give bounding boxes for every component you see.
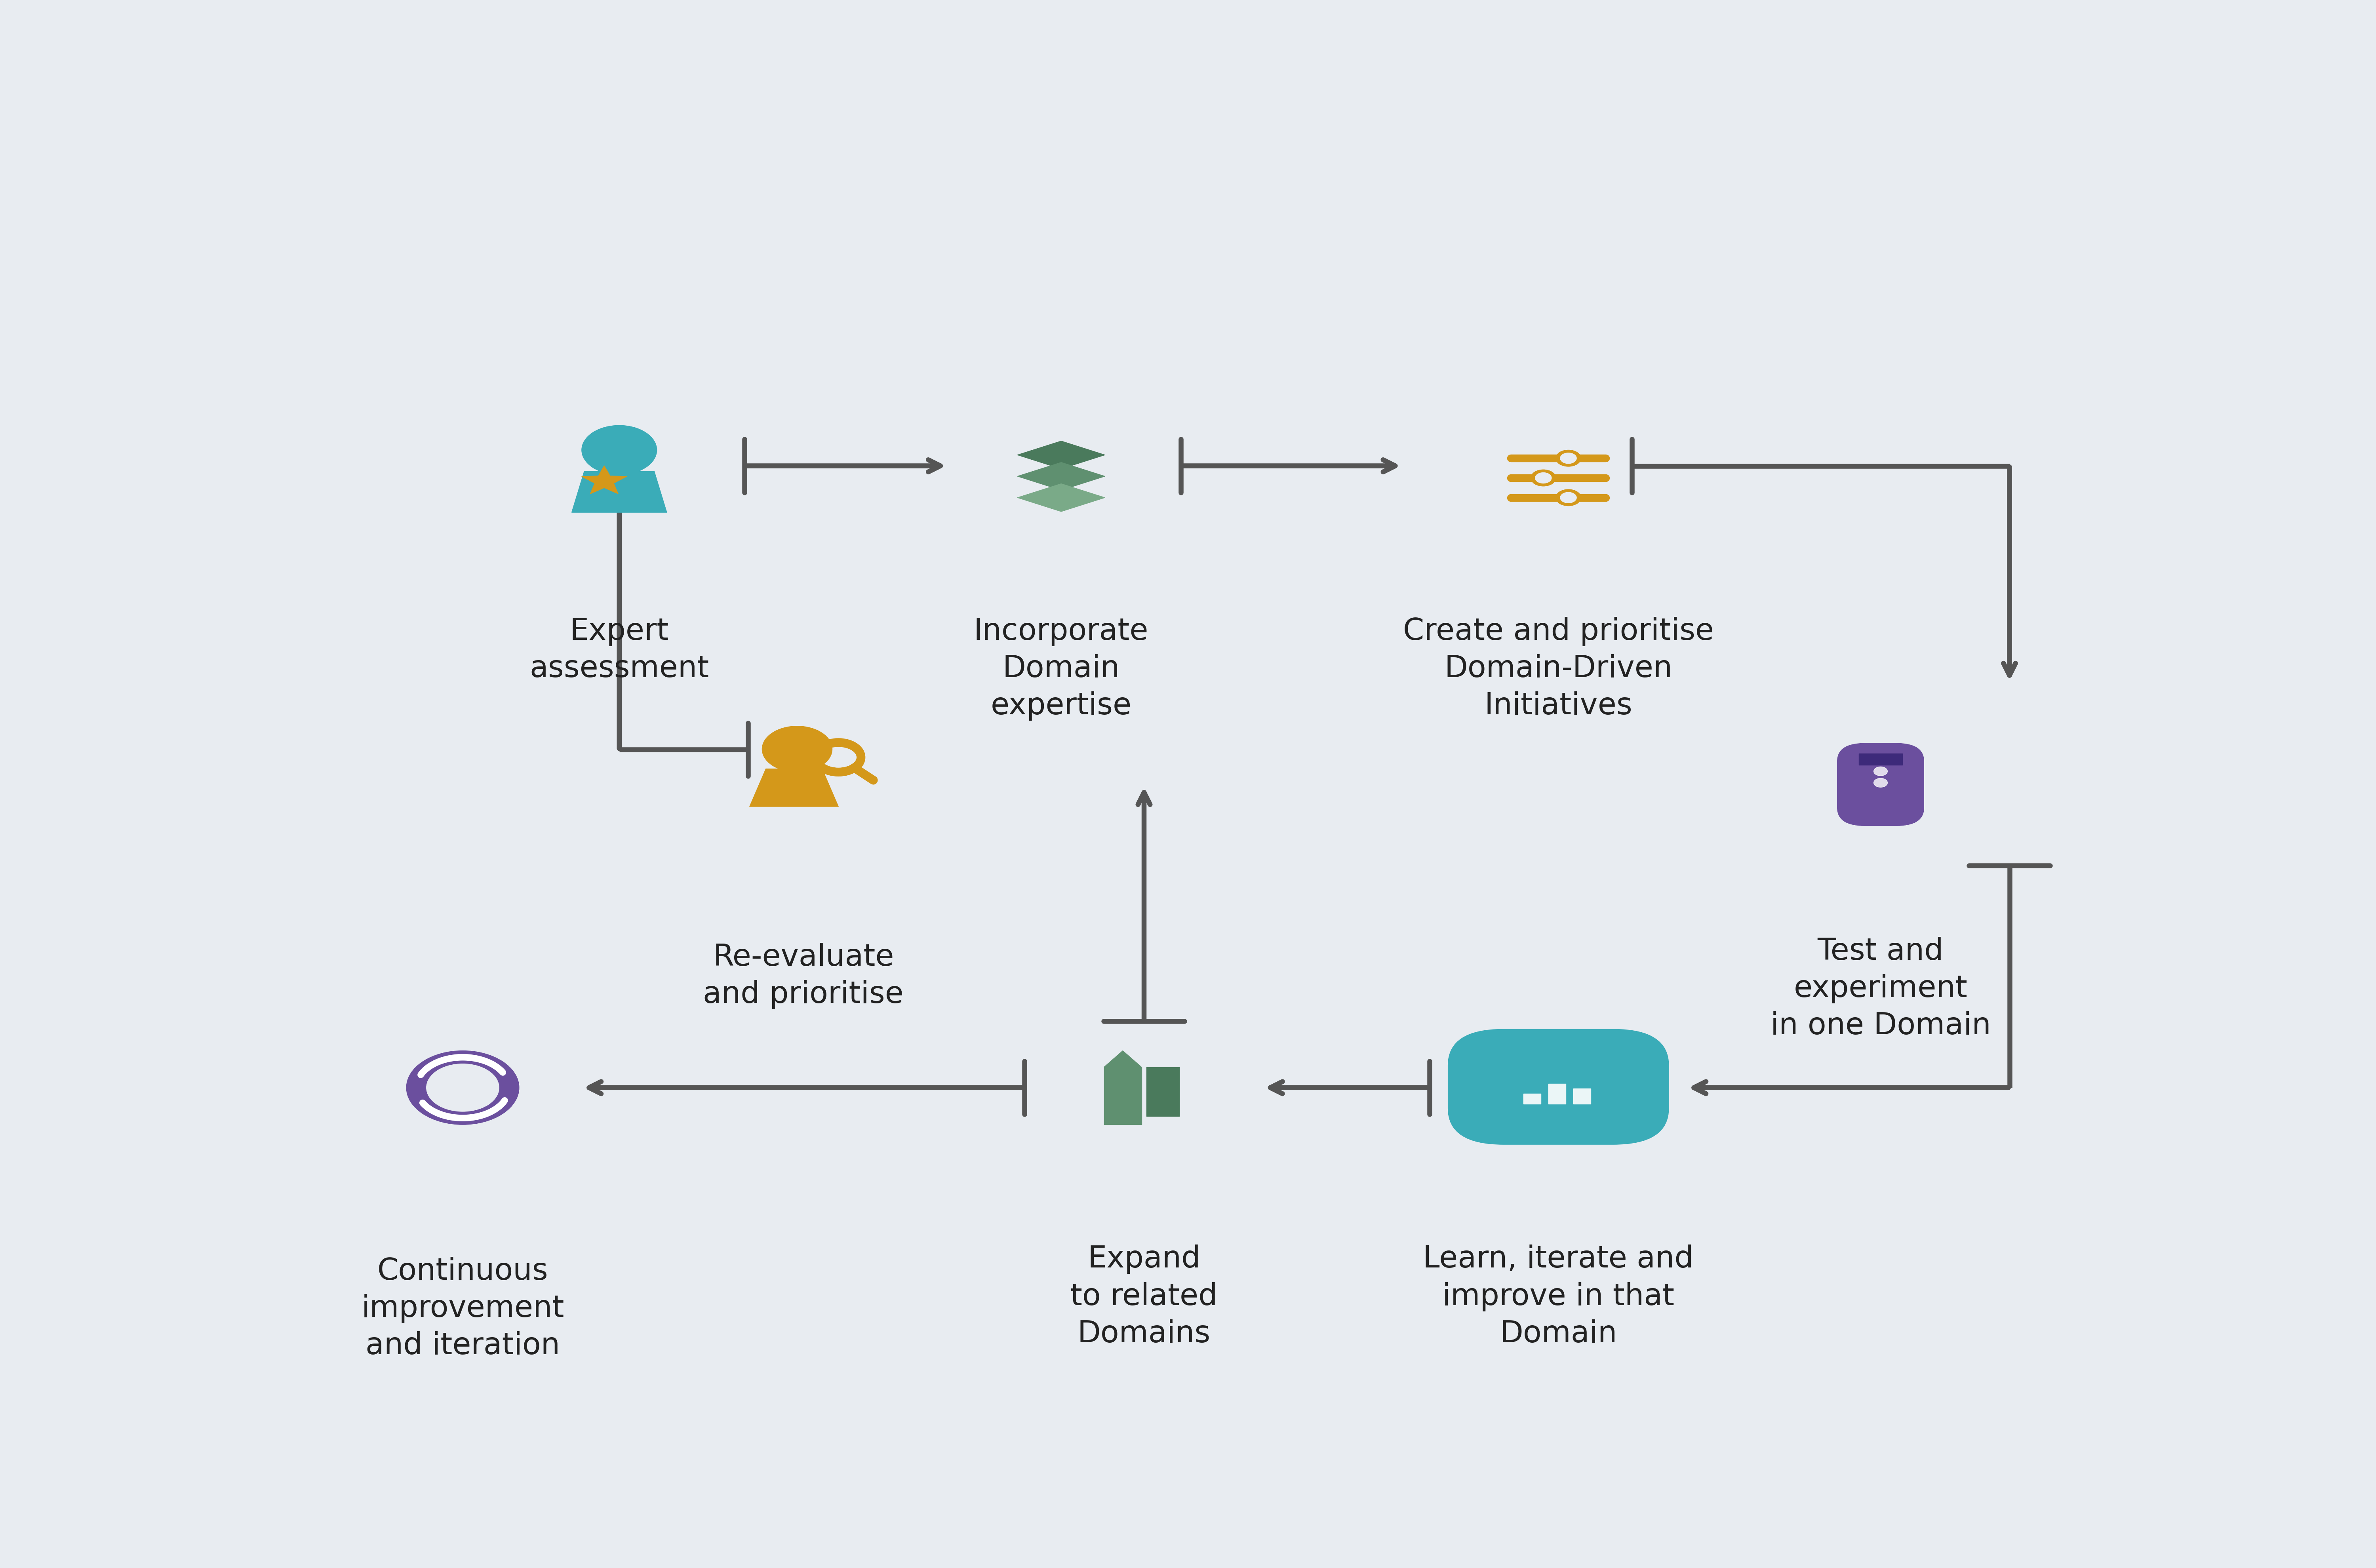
Circle shape: [1530, 470, 1556, 486]
Circle shape: [763, 726, 832, 771]
Text: Expand
to related
Domains: Expand to related Domains: [1072, 1245, 1217, 1348]
Circle shape: [582, 425, 656, 475]
Text: Learn, iterate and
improve in that
Domain: Learn, iterate and improve in that Domai…: [1423, 1245, 1694, 1348]
Circle shape: [1561, 492, 1578, 503]
Circle shape: [406, 1051, 518, 1124]
Polygon shape: [1105, 1051, 1140, 1068]
Polygon shape: [1017, 441, 1105, 469]
FancyBboxPatch shape: [1573, 1088, 1592, 1104]
Circle shape: [1535, 472, 1552, 483]
Text: Expert
assessment: Expert assessment: [530, 616, 708, 684]
FancyBboxPatch shape: [1148, 1068, 1178, 1116]
Text: Re-evaluate
and prioritise: Re-evaluate and prioritise: [703, 942, 903, 1010]
FancyBboxPatch shape: [1858, 753, 1903, 765]
Text: Test and
experiment
in one Domain: Test and experiment in one Domain: [1770, 936, 1991, 1041]
FancyBboxPatch shape: [1447, 1029, 1668, 1145]
Circle shape: [1875, 767, 1887, 776]
Text: Continuous
improvement
and iteration: Continuous improvement and iteration: [361, 1256, 563, 1361]
Text: Create and prioritise
Domain-Driven
Initiatives: Create and prioritise Domain-Driven Init…: [1402, 616, 1713, 721]
Text: Incorporate
Domain
expertise: Incorporate Domain expertise: [974, 616, 1148, 721]
Circle shape: [1556, 489, 1580, 506]
Polygon shape: [748, 768, 839, 806]
FancyBboxPatch shape: [1523, 1093, 1540, 1104]
Polygon shape: [1017, 463, 1105, 491]
FancyBboxPatch shape: [1549, 1083, 1566, 1104]
Polygon shape: [573, 472, 668, 513]
Circle shape: [1875, 778, 1887, 787]
FancyBboxPatch shape: [1105, 1068, 1140, 1124]
Circle shape: [1556, 450, 1580, 466]
Polygon shape: [582, 466, 627, 494]
FancyBboxPatch shape: [1837, 743, 1925, 826]
Circle shape: [1561, 453, 1578, 464]
Circle shape: [425, 1063, 499, 1112]
Polygon shape: [1017, 483, 1105, 511]
